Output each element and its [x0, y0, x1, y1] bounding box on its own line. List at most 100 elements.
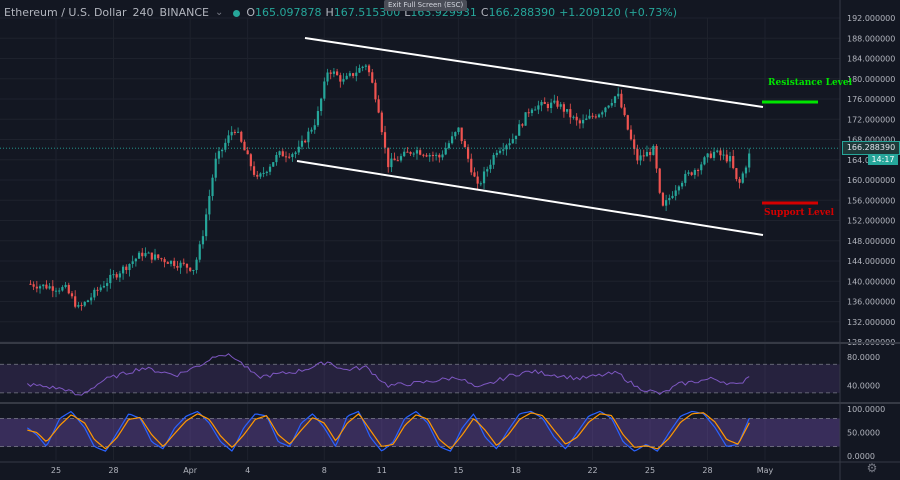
candle-body [281, 151, 284, 157]
chevron-down-icon[interactable]: ⌄ [214, 7, 224, 18]
candle-body [409, 152, 412, 154]
candle-body [498, 150, 502, 153]
candle-body [137, 252, 141, 259]
candle-body [396, 160, 399, 162]
candle-body [128, 263, 131, 271]
candle-body [29, 283, 32, 285]
candle-body [642, 155, 645, 157]
high-value: 167.515300 [333, 6, 401, 19]
candle-body [230, 131, 233, 136]
candle-body [725, 154, 728, 162]
price-tick-label: 172.000000 [847, 115, 895, 124]
candle-body [173, 260, 176, 266]
candle-body [527, 112, 530, 114]
channel-upper-trendline [304, 37, 764, 108]
support-resistance-lines[interactable] [762, 100, 818, 205]
candle-body [613, 96, 617, 104]
candle-body [511, 139, 514, 144]
candle-body [163, 259, 166, 263]
candle-body [610, 103, 613, 106]
candle-body [425, 155, 428, 157]
time-tick-label: May [757, 466, 774, 475]
candle-body [572, 116, 575, 118]
candle-body [486, 169, 489, 172]
candle-body [534, 109, 537, 111]
candle-body [367, 65, 371, 73]
candle-body [575, 116, 578, 121]
change-value: +1.209120 (+0.73%) [559, 6, 678, 19]
candle-body [636, 149, 639, 161]
last-price-tag: 166.288390 [842, 141, 900, 156]
time-tick-label: 15 [453, 466, 463, 475]
candle-body [454, 132, 457, 137]
candle-body [169, 260, 173, 264]
candle-body [680, 182, 684, 187]
candle-body [195, 259, 198, 271]
exit-fullscreen-tooltip[interactable]: Exit Full Screen (ESC) [384, 0, 468, 11]
candle-body [326, 72, 329, 82]
candlestick-series [0, 63, 840, 311]
candle-body [581, 119, 585, 124]
price-tick-label: 136.000000 [847, 298, 895, 307]
candle-body [716, 150, 719, 152]
candle-body [457, 127, 460, 133]
candle-body [514, 135, 518, 140]
candle-body [719, 150, 722, 156]
time-tick-label: 28 [702, 466, 712, 475]
candle-body [179, 262, 182, 268]
candle-body [42, 284, 45, 287]
candle-body [118, 273, 121, 278]
candle-body [147, 252, 150, 254]
candle-body [447, 143, 451, 149]
candle-body [460, 127, 463, 142]
candle-body [390, 158, 393, 168]
candle-body [639, 155, 642, 161]
candle-body [329, 72, 332, 74]
candle-body [64, 284, 67, 288]
candle-body [134, 258, 137, 262]
candle-body [735, 168, 738, 180]
interval-label[interactable]: 240 [132, 6, 154, 19]
price-tick-label: 160.000000 [847, 176, 895, 185]
symbol-legend[interactable]: Ethereum / U.S. Dollar 240 BINANCE ⌄ O 1… [4, 4, 681, 22]
candle-body [332, 71, 336, 74]
candle-body [377, 99, 380, 113]
candle-body [323, 81, 326, 99]
candle-body [339, 75, 342, 82]
candle-body [310, 129, 313, 132]
candle-body [661, 192, 665, 206]
candle-body [569, 109, 572, 118]
price-tick-label: 192.000000 [847, 14, 895, 23]
candle-body [336, 71, 339, 76]
candle-body [227, 135, 230, 143]
rsi-band-fill [0, 364, 840, 393]
descending-channel[interactable] [296, 37, 764, 236]
candle-body [633, 139, 636, 150]
price-tick-label: 188.000000 [847, 34, 895, 43]
candle-body [521, 124, 524, 126]
time-tick-label: 11 [377, 466, 387, 475]
stoch-tick-label: 100.0000 [847, 405, 885, 414]
rsi-tick-label: 80.0000 [847, 353, 880, 362]
candle-body [208, 196, 211, 215]
candle-body [629, 129, 633, 140]
candle-body [428, 155, 431, 157]
candle-body [562, 104, 566, 112]
candle-body [38, 286, 42, 289]
candle-body [102, 285, 106, 288]
candle-body [348, 73, 351, 76]
candle-body [361, 66, 364, 68]
candle-body [157, 254, 160, 259]
symbol-name[interactable]: Ethereum / U.S. Dollar [4, 6, 127, 19]
candle-body [696, 169, 700, 171]
candle-body [246, 150, 249, 155]
candle-body [48, 286, 51, 289]
stoch-band-fill [0, 418, 840, 447]
candle-body [466, 147, 470, 159]
candle-body [435, 154, 438, 156]
candle-body [256, 174, 259, 177]
candle-body [240, 131, 243, 142]
gear-icon[interactable]: ⚙ [866, 461, 878, 475]
